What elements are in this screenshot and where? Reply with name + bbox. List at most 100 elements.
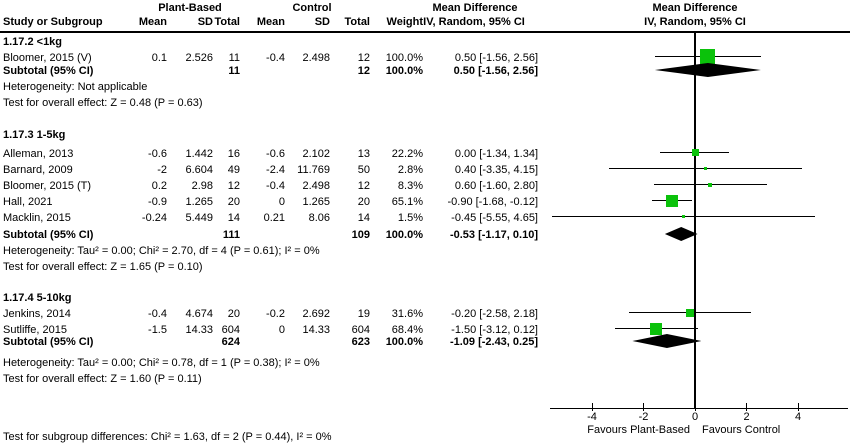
weight-cell: 100.0%: [385, 229, 423, 241]
plant-total-cell: 12: [227, 180, 240, 192]
control-total-cell: 19: [357, 308, 370, 320]
study-name: Bloomer, 2015 (V): [3, 52, 92, 64]
weight-cell: 22.2%: [391, 148, 423, 160]
subtotal-diamond: [632, 334, 702, 348]
axis-tick: [797, 403, 799, 411]
control-sd-cell: 2.102: [302, 148, 330, 160]
weight-cell: 100.0%: [385, 65, 423, 77]
control-total-cell: 109: [351, 229, 370, 241]
plot-title-line2: IV, Random, 95% CI: [644, 16, 746, 28]
axis-tick-label: 0: [691, 411, 699, 423]
overall-effect-text: Test for overall effect: Z = 1.65 (P = 0…: [3, 261, 203, 273]
plant-mean-cell: -0.9: [148, 196, 167, 208]
favours-right-label: Favours Control: [702, 424, 781, 436]
effect-square: [685, 308, 694, 317]
weight-cell: 65.1%: [391, 196, 423, 208]
study-name: Sutliffe, 2015: [3, 324, 68, 336]
plant-sd-cell: 2.526: [185, 52, 213, 64]
md-ci-cell: -1.50 [-3.12, 0.12]: [451, 324, 538, 336]
favours-left-label: Favours Plant-Based: [587, 424, 690, 436]
control-mean-cell: 0: [278, 324, 285, 336]
plant-mean-cell: 0.1: [151, 52, 167, 64]
overall-effect-text: Test for overall effect: Z = 0.48 (P = 0…: [3, 97, 203, 109]
header-rule: [0, 31, 850, 33]
axis-tick: [591, 403, 593, 411]
heterogeneity-text: Heterogeneity: Tau² = 0.00; Chi² = 2.70,…: [3, 245, 320, 257]
effect-square: [700, 49, 716, 64]
weight-cell: 68.4%: [391, 324, 423, 336]
control-total-cell: 623: [351, 336, 370, 348]
md-ci-cell: -0.53 [-1.17, 0.10]: [449, 229, 538, 241]
control-sd-cell: 1.265: [302, 196, 330, 208]
plant-sd-cell: 5.449: [185, 212, 213, 224]
weight-column-header: Weight: [386, 16, 423, 28]
plant-total-cell: 14: [227, 212, 240, 224]
md-column-header-line1: Mean Difference: [432, 2, 518, 14]
control-total-column-header: Total: [344, 16, 370, 28]
plant-total-cell: 624: [221, 336, 240, 348]
study-column-header: Study or Subgroup: [3, 16, 103, 28]
heterogeneity-text: Heterogeneity: Tau² = 0.00; Chi² = 0.78,…: [3, 357, 320, 369]
plant-total-cell: 604: [221, 324, 240, 336]
control-sd-cell: 2.498: [302, 52, 330, 64]
plant-based-group-header: Plant-Based: [158, 2, 222, 14]
md-ci-cell: -1.09 [-2.43, 0.25]: [449, 336, 538, 348]
control-sd-column-header: SD: [314, 16, 330, 28]
heterogeneity-text: Heterogeneity: Not applicable: [3, 81, 148, 93]
subgroup-diff-text: Test for subgroup differences: Chi² = 1.…: [3, 431, 332, 443]
group-label: 1.17.2 <1kg: [3, 36, 63, 48]
weight-cell: 31.6%: [391, 308, 423, 320]
axis-tick: [746, 403, 747, 411]
control-mean-cell: -0.6: [266, 148, 285, 160]
control-mean-cell: -0.4: [266, 180, 285, 192]
axis-tick-label: 4: [794, 411, 802, 423]
plant-total-column-header: Total: [214, 16, 240, 28]
md-ci-cell: 0.50 [-1.56, 2.56]: [454, 52, 538, 64]
subtotal-label: Subtotal (95% CI): [3, 65, 94, 77]
md-ci-cell: 0.00 [-1.34, 1.34]: [454, 148, 538, 160]
plant-total-cell: 11: [228, 65, 240, 77]
subtotal-label: Subtotal (95% CI): [3, 336, 94, 348]
md-ci-cell: 0.50 [-1.56, 2.56]: [453, 65, 538, 77]
axis-tick: [694, 403, 696, 411]
plant-mean-cell: -0.24: [141, 212, 167, 224]
weight-cell: 100.0%: [385, 336, 423, 348]
plant-total-cell: 20: [227, 196, 240, 208]
plant-sd-cell: 6.604: [185, 164, 213, 176]
subtotal-label: Subtotal (95% CI): [3, 229, 94, 241]
control-total-cell: 12: [357, 180, 370, 192]
plant-mean-cell: 0.2: [151, 180, 167, 192]
plant-sd-cell: 2.98: [191, 180, 213, 192]
md-ci-cell: 0.40 [-3.35, 4.15]: [454, 164, 538, 176]
axis-tick-label: -2: [638, 411, 649, 423]
control-total-cell: 13: [357, 148, 370, 160]
plant-total-cell: 111: [222, 229, 240, 241]
plant-mean-cell: -1.5: [148, 324, 167, 336]
md-ci-cell: -0.90 [-1.68, -0.12]: [447, 196, 539, 208]
md-ci-column-header: IV, Random, 95% CI: [423, 16, 525, 28]
plant-sd-cell: 4.674: [185, 308, 213, 320]
axis-tick-label: 2: [743, 411, 750, 423]
effect-square: [703, 167, 707, 170]
study-name: Jenkins, 2014: [3, 308, 71, 320]
md-ci-cell: -0.20 [-2.58, 2.18]: [451, 308, 538, 320]
md-ci-cell: 0.60 [-1.60, 2.80]: [454, 180, 538, 192]
plant-total-cell: 20: [227, 308, 240, 320]
effect-square: [665, 194, 678, 207]
control-total-cell: 20: [357, 196, 370, 208]
md-ci-cell: -0.45 [-5.55, 4.65]: [451, 212, 538, 224]
plant-mean-cell: -0.4: [148, 308, 167, 320]
axis-tick: [643, 403, 644, 411]
effect-square: [681, 215, 685, 218]
control-sd-cell: 2.498: [302, 180, 330, 192]
control-total-cell: 12: [357, 65, 370, 77]
control-total-cell: 604: [351, 324, 370, 336]
control-total-cell: 50: [357, 164, 370, 176]
plot-title-line1: Mean Difference: [652, 2, 738, 14]
plant-sd-column-header: SD: [197, 16, 213, 28]
plant-sd-cell: 1.442: [185, 148, 213, 160]
control-sd-cell: 2.692: [302, 308, 330, 320]
study-name: Barnard, 2009: [3, 164, 73, 176]
plant-mean-cell: -2: [157, 164, 167, 176]
